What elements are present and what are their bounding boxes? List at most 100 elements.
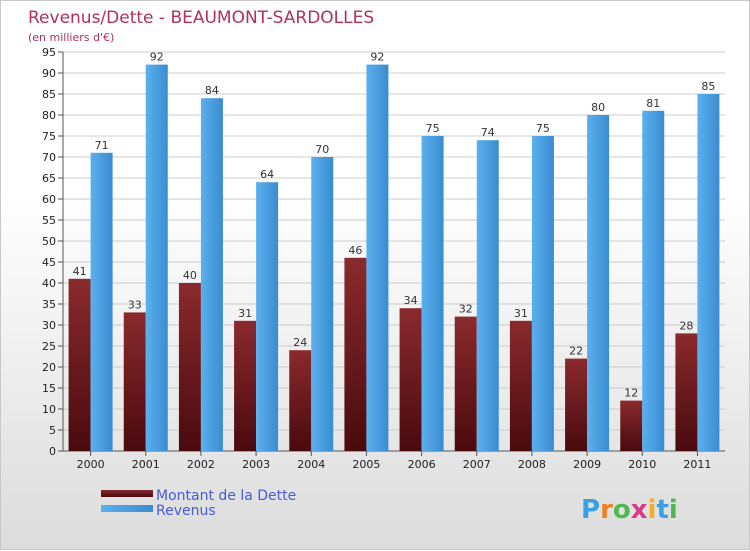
bar-debt bbox=[565, 358, 588, 451]
bar-debt bbox=[399, 308, 422, 451]
bar-revenus bbox=[587, 115, 610, 451]
data-label: 80 bbox=[591, 101, 605, 114]
x-axis: 2000 2001 2002 2003 2004 2005 2006 2007 2008 2009… bbox=[77, 451, 711, 471]
bar-debt bbox=[289, 350, 312, 451]
x-tick-label: 2002 bbox=[187, 458, 215, 471]
data-label: 70 bbox=[315, 143, 329, 156]
bar-revenus bbox=[145, 64, 168, 451]
y-tick-label: 45 bbox=[42, 256, 56, 269]
data-label: 33 bbox=[128, 298, 142, 311]
y-tick-label: 95 bbox=[42, 46, 56, 59]
y-tick-label: 60 bbox=[42, 193, 56, 206]
data-label: 74 bbox=[481, 126, 495, 139]
data-label: 84 bbox=[205, 84, 219, 97]
data-label: 46 bbox=[348, 244, 362, 257]
x-tick-label: 2003 bbox=[242, 458, 270, 471]
y-tick-label: 85 bbox=[42, 88, 56, 101]
bar-debt bbox=[234, 320, 257, 451]
data-label: 31 bbox=[514, 307, 528, 320]
x-tick-label: 2004 bbox=[297, 458, 325, 471]
y-tick-label: 15 bbox=[42, 382, 56, 395]
y-tick-label: 90 bbox=[42, 67, 56, 80]
bar-revenus bbox=[90, 152, 113, 452]
y-tick-label: 0 bbox=[49, 445, 56, 458]
bar-debt bbox=[675, 333, 698, 451]
y-tick-label: 80 bbox=[42, 109, 56, 122]
x-tick-label: 2000 bbox=[77, 458, 105, 471]
logo-letter: P bbox=[581, 495, 600, 525]
logo-letter: i bbox=[648, 495, 657, 525]
x-tick-label: 2001 bbox=[132, 458, 160, 471]
x-tick-label: 2009 bbox=[573, 458, 601, 471]
y-tick-label: 50 bbox=[42, 235, 56, 248]
y-tick-label: 55 bbox=[42, 214, 56, 227]
bar-debt bbox=[344, 257, 367, 451]
bar-revenus bbox=[256, 182, 279, 451]
bar-revenus bbox=[311, 157, 334, 451]
y-tick-label: 25 bbox=[42, 340, 56, 353]
bar-debt bbox=[178, 283, 201, 451]
chart-title: Revenus/Dette - BEAUMONT-SARDOLLES bbox=[28, 8, 374, 28]
data-label: 12 bbox=[624, 387, 638, 400]
data-label: 85 bbox=[701, 80, 715, 93]
x-tick-label: 2006 bbox=[408, 458, 436, 471]
data-label: 75 bbox=[536, 122, 550, 135]
legend-label-debt: Montant de la Dette bbox=[156, 488, 296, 504]
y-tick-label: 20 bbox=[42, 361, 56, 374]
data-label: 81 bbox=[646, 97, 660, 110]
legend-label-revenus: Revenus bbox=[156, 503, 216, 519]
logo-letter: x bbox=[631, 495, 648, 525]
bar-debt bbox=[68, 278, 91, 451]
data-label: 22 bbox=[569, 345, 583, 358]
bar-revenus bbox=[366, 64, 389, 451]
x-tick-label: 2008 bbox=[518, 458, 546, 471]
bar-debt bbox=[509, 320, 532, 451]
legend-swatch-revenus bbox=[101, 505, 153, 512]
y-tick-label: 40 bbox=[42, 277, 56, 290]
data-label: 40 bbox=[183, 269, 197, 282]
data-label: 75 bbox=[426, 122, 440, 135]
x-tick-label: 2010 bbox=[628, 458, 656, 471]
bar-debt bbox=[620, 400, 643, 451]
data-label: 28 bbox=[679, 319, 693, 332]
y-tick-label: 30 bbox=[42, 319, 56, 332]
bar-revenus bbox=[697, 94, 720, 451]
y-tick-label: 35 bbox=[42, 298, 56, 311]
bar-debt bbox=[454, 316, 477, 451]
proxiti-logo: Proxiti bbox=[581, 495, 678, 525]
data-label: 92 bbox=[370, 51, 384, 64]
bars: 41 71 33 92 40 84 31 64 24 70 46 92 34 75 32 74 31 75 22 80… bbox=[68, 51, 720, 452]
data-label: 71 bbox=[95, 139, 109, 152]
x-tick-label: 2011 bbox=[683, 458, 711, 471]
bar-revenus bbox=[421, 136, 444, 451]
chart-subtitle: (en milliers d'€) bbox=[28, 31, 114, 44]
x-tick-label: 2007 bbox=[463, 458, 491, 471]
bar-revenus bbox=[476, 140, 499, 451]
data-label: 92 bbox=[150, 51, 164, 64]
data-label: 32 bbox=[459, 303, 473, 316]
y-tick-label: 5 bbox=[49, 424, 56, 437]
data-label: 64 bbox=[260, 168, 274, 181]
data-label: 41 bbox=[73, 265, 87, 278]
bar-debt bbox=[123, 312, 146, 451]
data-label: 34 bbox=[404, 294, 418, 307]
data-label: 31 bbox=[238, 307, 252, 320]
logo-letter: t bbox=[656, 495, 668, 525]
y-tick-label: 10 bbox=[42, 403, 56, 416]
logo-letter: r bbox=[600, 495, 613, 525]
bar-revenus bbox=[531, 136, 554, 451]
y-tick-label: 70 bbox=[42, 151, 56, 164]
legend: Montant de la Dette Revenus bbox=[101, 488, 296, 519]
bar-revenus bbox=[200, 98, 223, 451]
logo-letter: o bbox=[613, 495, 631, 525]
y-axis: 0 5 10 15 20 25 30 35 40 45 50 55 60 65 70 75 80 85 90 95 bbox=[42, 46, 64, 458]
x-tick-label: 2005 bbox=[352, 458, 380, 471]
grid-layer bbox=[63, 51, 725, 452]
y-tick-label: 75 bbox=[42, 130, 56, 143]
y-tick-label: 65 bbox=[42, 172, 56, 185]
bar-revenus bbox=[642, 110, 665, 452]
data-label: 24 bbox=[293, 336, 307, 349]
logo-letter: i bbox=[669, 495, 678, 525]
